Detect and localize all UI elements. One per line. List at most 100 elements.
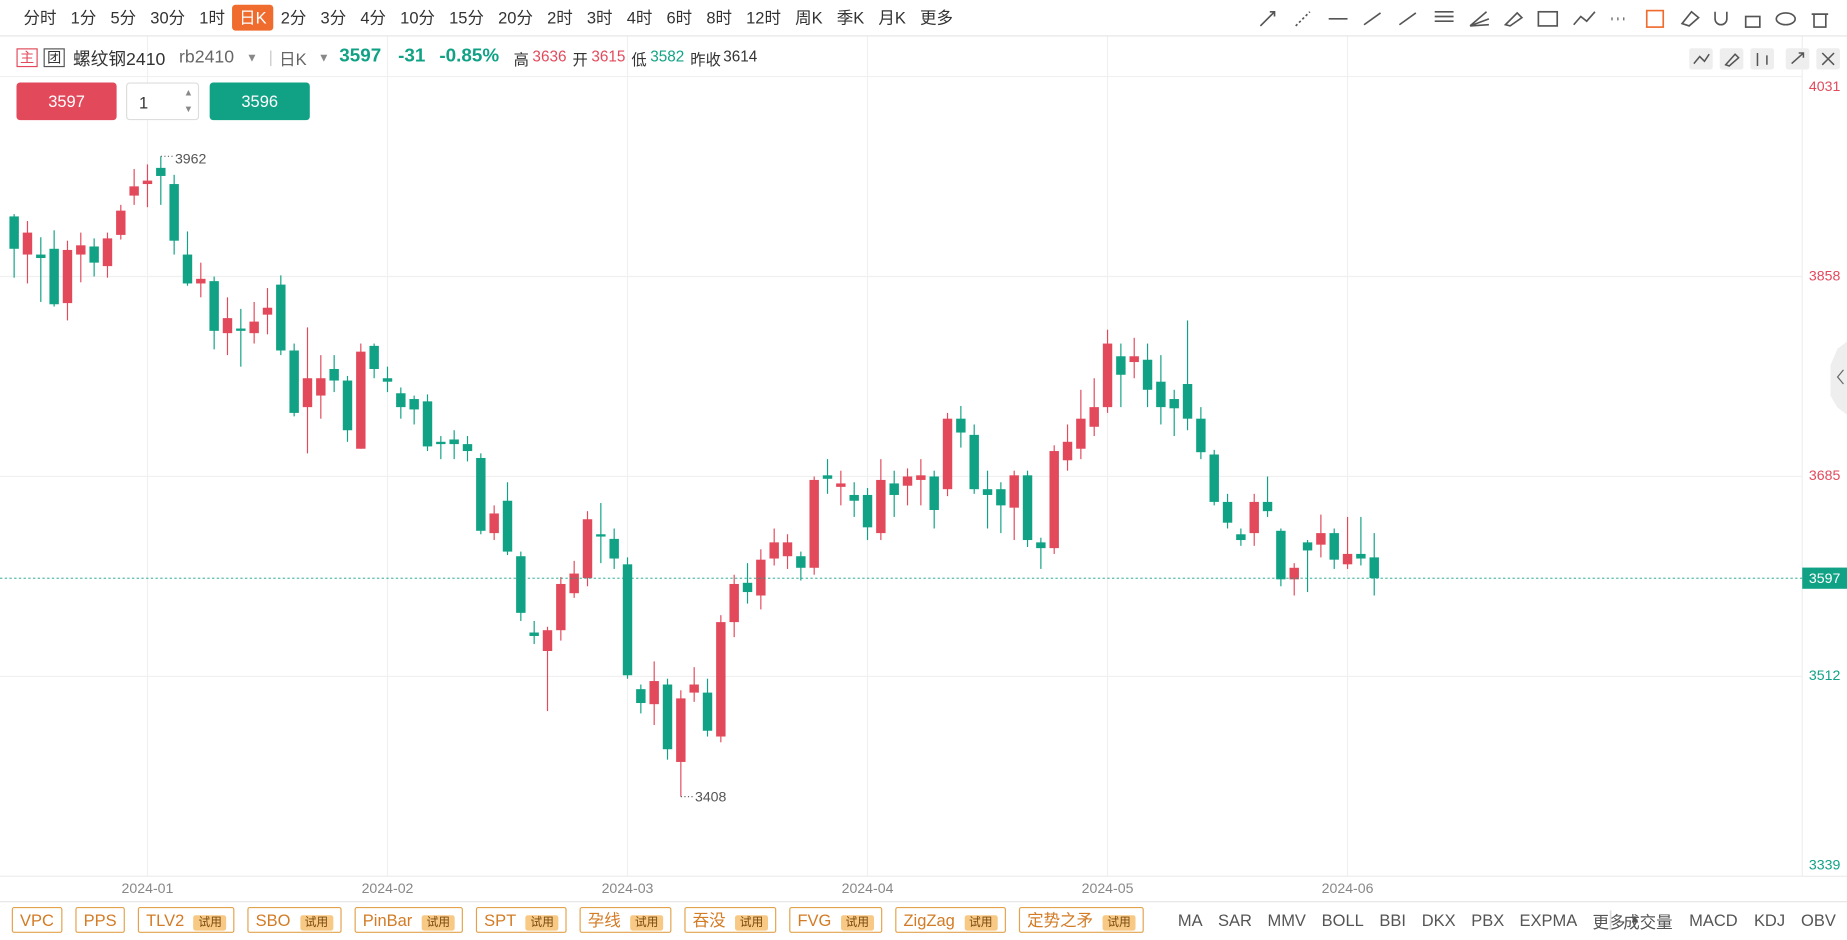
- period-tab[interactable]: 4分: [360, 8, 387, 28]
- sub-indicator[interactable]: OBV: [1801, 910, 1836, 930]
- period-tab[interactable]: 2分: [280, 8, 307, 28]
- symbol-code[interactable]: rb2410: [179, 47, 235, 68]
- candle-body: [62, 249, 73, 304]
- period-tab[interactable]: 2时: [547, 8, 573, 28]
- indicator-button[interactable]: 定势之矛 试用: [1018, 907, 1144, 933]
- period-tab[interactable]: 10分: [400, 8, 435, 28]
- candle-body: [942, 418, 953, 490]
- indicator-button[interactable]: TLV2 试用: [137, 907, 235, 933]
- period-tab[interactable]: 12时: [746, 8, 781, 28]
- main-indicator[interactable]: MMV: [1267, 910, 1306, 930]
- main-indicator[interactable]: EXPMA: [1519, 910, 1578, 930]
- tool-brush[interactable]: [1503, 11, 1524, 27]
- main-indicator[interactable]: PBX: [1471, 910, 1505, 930]
- tool-segment[interactable]: [1363, 12, 1382, 26]
- main-indicator[interactable]: DKX: [1421, 910, 1456, 930]
- badge: 主: [16, 48, 38, 68]
- tool-fib[interactable]: [1434, 10, 1454, 23]
- tool-arrow[interactable]: [1259, 10, 1276, 27]
- indicator-name: TLV2: [146, 910, 185, 930]
- main-indicator[interactable]: BOLL: [1321, 910, 1364, 930]
- symbol-header: 主 团 螺纹钢2410 rb2410 ▼ | 日K ▼ 3597 -31 -0.…: [0, 42, 1847, 73]
- period-tab[interactable]: 3时: [586, 8, 613, 28]
- period-tab[interactable]: 15分: [449, 8, 484, 28]
- period-tab[interactable]: 1分: [70, 8, 97, 28]
- period-tab[interactable]: 30分: [150, 8, 186, 28]
- period-tab[interactable]: 日K: [232, 4, 274, 31]
- tool-close[interactable]: [1821, 52, 1835, 66]
- indicator-button[interactable]: 吞没 试用: [684, 907, 777, 933]
- x-tick-label: 2024-04: [842, 880, 894, 896]
- indicator-button[interactable]: PinBar 试用: [354, 907, 463, 933]
- candle-body: [982, 489, 993, 495]
- tool-polyline[interactable]: [1573, 11, 1596, 26]
- tool-eraser[interactable]: [1680, 10, 1700, 27]
- tool-delete[interactable]: [1811, 13, 1829, 28]
- indicator-button[interactable]: FVG 试用: [789, 907, 883, 933]
- indicator-button[interactable]: SPT 试用: [475, 907, 567, 933]
- prev-label: 昨收: [690, 50, 721, 69]
- period-tab[interactable]: 月K: [878, 8, 906, 28]
- period-tab[interactable]: 3分: [320, 8, 347, 28]
- candle-body: [636, 689, 646, 704]
- period-tab[interactable]: 20分: [498, 8, 533, 28]
- main-indicator[interactable]: MA: [1177, 910, 1203, 930]
- sub-indicator[interactable]: 成交量: [1623, 912, 1673, 932]
- candle-body: [196, 278, 206, 284]
- qty-input[interactable]: 1: [126, 82, 200, 121]
- period-tab[interactable]: 8时: [706, 8, 732, 28]
- y-tick-label: 3339: [1809, 857, 1841, 873]
- indicator-button[interactable]: SBO 试用: [247, 907, 342, 933]
- period-tab[interactable]: 分时: [23, 8, 57, 28]
- dropdown-caret[interactable]: ▼: [318, 51, 330, 65]
- sub-indicator[interactable]: KDJ: [1753, 910, 1786, 930]
- period-tab[interactable]: 1时: [199, 8, 225, 28]
- tool-edit[interactable]: [1645, 9, 1665, 28]
- candle-body: [236, 328, 246, 331]
- tool-ray[interactable]: [1295, 11, 1311, 27]
- tool-candle[interactable]: [1756, 53, 1768, 66]
- tool-fullscreen[interactable]: [1791, 52, 1805, 65]
- indicator-button[interactable]: ZigZag 试用: [895, 907, 1006, 933]
- period-tab[interactable]: 5分: [110, 8, 137, 28]
- low-value: 3582: [650, 47, 685, 65]
- tool-magnet[interactable]: [1714, 11, 1728, 26]
- open-label: 开: [572, 50, 588, 69]
- more-caret[interactable]: ▲: [1629, 912, 1641, 926]
- qty-spinner[interactable]: ▲ ▼: [183, 87, 194, 115]
- tool-image[interactable]: [1537, 10, 1559, 27]
- trial-badge: 试用: [735, 915, 769, 931]
- y-tick-label: 3512: [1809, 667, 1841, 683]
- candle-body: [649, 681, 659, 705]
- main-indicator[interactable]: SAR: [1217, 910, 1252, 930]
- main-indicator[interactable]: BBI: [1379, 910, 1406, 930]
- more-indicators[interactable]: 更多: [1592, 912, 1626, 932]
- period-tab[interactable]: 4时: [626, 8, 653, 28]
- candle-body: [342, 380, 353, 431]
- candle-body: [1036, 542, 1046, 549]
- tool-eye[interactable]: [1775, 12, 1796, 26]
- indicator-button[interactable]: PPS: [75, 907, 125, 933]
- period-tab[interactable]: 更多: [920, 8, 953, 28]
- tool-indicator[interactable]: [1693, 53, 1710, 65]
- tool-lock[interactable]: [1744, 15, 1761, 28]
- dropdown-caret[interactable]: ▼: [246, 51, 258, 65]
- sell-button[interactable]: 3597: [16, 82, 117, 121]
- tool-fan[interactable]: [1469, 11, 1490, 27]
- indicator-button[interactable]: VPC: [11, 907, 63, 933]
- period-tab[interactable]: 季K: [836, 8, 865, 28]
- period-tab[interactable]: 6时: [666, 8, 693, 28]
- period[interactable]: 日K: [279, 49, 307, 69]
- candle-body: [1089, 407, 1099, 427]
- period-tab[interactable]: 周K: [795, 8, 823, 28]
- tool-line[interactable]: [1398, 12, 1417, 26]
- buy-button[interactable]: 3596: [209, 82, 310, 121]
- tool-draw[interactable]: [1724, 53, 1740, 67]
- sub-indicator[interactable]: MACD: [1689, 910, 1738, 930]
- candle-body: [1249, 501, 1259, 534]
- indicator-button[interactable]: 孕线 试用: [579, 907, 672, 933]
- candle-body: [9, 216, 19, 249]
- candle-body: [1116, 356, 1126, 375]
